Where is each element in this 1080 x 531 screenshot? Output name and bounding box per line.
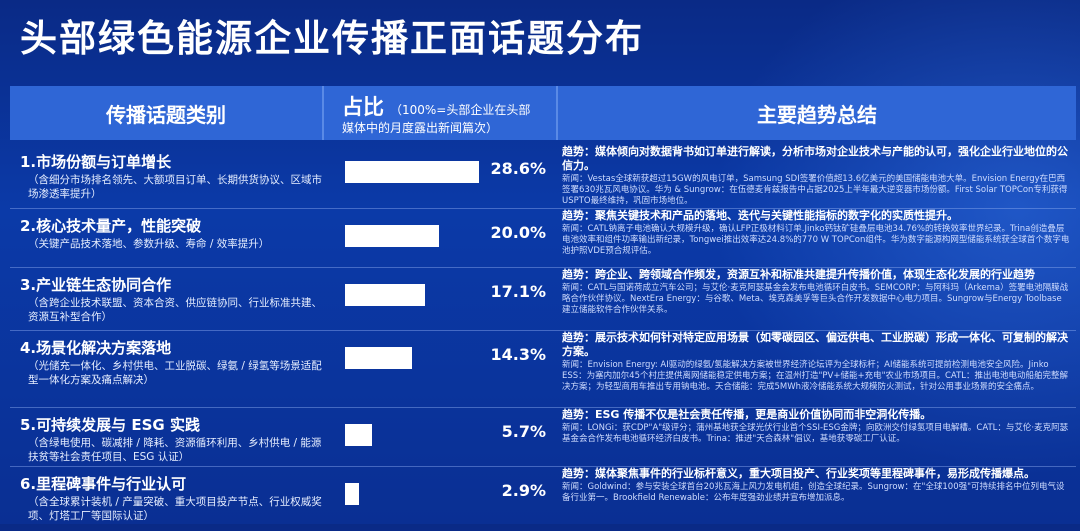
trend-lead: 趋势：展示技术如何针对特定应用场景（如零碳园区、偏远供电、工业脱碳）形成一体化、… bbox=[562, 331, 1068, 358]
row-divider bbox=[10, 466, 1076, 467]
share-bar bbox=[345, 483, 359, 505]
trend-lead: 趋势：跨企业、跨领域合作频发，资源互补和标准共建提升传播价值，体现生态化发展的行… bbox=[562, 268, 1035, 281]
trend-news: 新闻：CATL钠离子电池确认大规模升级，确认LFP正极材料订单.Jinko钙钛矿… bbox=[562, 224, 1070, 256]
page-title: 头部绿色能源企业传播正面话题分布 bbox=[20, 17, 644, 60]
topic-name: 5.可持续发展与 ESG 实践 bbox=[20, 416, 200, 434]
header-share: 占比 （100%=头部企业在头部 媒体中的月度露出新闻篇次） bbox=[324, 86, 556, 140]
topic-description: （光储充一体化、乡村供电、工业脱碳、绿氨 / 绿氢等场景适配型一体化方案及痛点解… bbox=[28, 360, 322, 386]
topic-description: （含全球累计装机 / 产量突破、重大项目投产节点、行业权威奖项、灯塔工厂等国际认… bbox=[28, 496, 322, 522]
trend-summary: 趋势：媒体聚焦事件的行业标杆意义，重大项目投产、行业奖项等里程碑事件，易形成传播… bbox=[562, 467, 1070, 504]
trend-summary: 趋势：媒体倾向对数据背书如订单进行解读，分析市场对企业技术与产能的认可，强化企业… bbox=[562, 145, 1070, 207]
topic-description: （含绿电使用、碳减排 / 降耗、资源循环利用、乡村供电 / 能源扶贫等社会责任项… bbox=[28, 437, 322, 463]
share-bar bbox=[345, 161, 479, 183]
row-divider bbox=[10, 407, 1076, 408]
topic-description: （含细分市场排名领先、大额项目订单、长期供货协议、区域市场渗透率提升） bbox=[28, 174, 322, 200]
topic-row: 2.核心技术量产，性能突破 （关键产品技术落地、参数升级、寿命 / 效率提升） 20… bbox=[10, 209, 1076, 273]
trend-news: 新闻：Envision Energy: AI驱动的绿氨/氢能解决方案被世界经济论… bbox=[562, 360, 1069, 392]
topic-description: （含跨企业技术联盟、资本合资、供应链协同、行业标准共建、资源互补型合作） bbox=[28, 297, 322, 323]
header-share-title: 占比 bbox=[342, 94, 384, 119]
trend-lead: 趋势：媒体倾向对数据背书如订单进行解读，分析市场对企业技术与产能的认可，强化企业… bbox=[562, 145, 1068, 172]
topic-row: 4.场景化解决方案落地 （光储充一体化、乡村供电、工业脱碳、绿氨 / 绿氢等场景适… bbox=[10, 331, 1076, 395]
share-bar bbox=[345, 347, 412, 369]
topic-row: 6.里程碑事件与行业认可 （含全球累计装机 / 产量突破、重大项目投产节点、行业权… bbox=[10, 467, 1076, 531]
topic-name: 2.核心技术量产，性能突破 bbox=[20, 217, 202, 235]
topic-row: 1.市场份额与订单增长 （含细分市场排名领先、大额项目订单、长期供货协议、区域市场… bbox=[10, 145, 1076, 209]
table-header: 传播话题类别 占比 （100%=头部企业在头部 媒体中的月度露出新闻篇次） 主要… bbox=[10, 86, 1076, 140]
share-bar bbox=[345, 284, 426, 306]
trend-summary: 趋势：展示技术如何针对特定应用场景（如零碳园区、偏远供电、工业脱碳）形成一体化、… bbox=[562, 331, 1070, 393]
trend-summary: 趋势：聚焦关键技术和产品的落地、迭代与关键性能指标的数字化的实质性提升。新闻：C… bbox=[562, 209, 1070, 257]
share-value: 14.3% bbox=[490, 345, 546, 364]
share-bar bbox=[345, 225, 439, 247]
header-category: 传播话题类别 bbox=[106, 102, 226, 127]
share-bar bbox=[345, 424, 372, 446]
row-divider bbox=[10, 330, 1076, 331]
share-value: 17.1% bbox=[490, 282, 546, 301]
header-share-note-a: （100%=头部企业在头部 bbox=[390, 102, 531, 117]
topic-name: 3.产业链生态协同合作 bbox=[20, 276, 172, 294]
trend-lead: 趋势：媒体聚焦事件的行业标杆意义，重大项目投产、行业奖项等里程碑事件，易形成传播… bbox=[562, 467, 1035, 480]
share-value: 2.9% bbox=[501, 481, 546, 500]
topic-description: （关键产品技术落地、参数升级、寿命 / 效率提升） bbox=[28, 238, 270, 250]
row-divider bbox=[10, 267, 1076, 268]
header-divider bbox=[322, 86, 324, 140]
trend-news: 新闻：Goldwind：参与安装全球首台20兆瓦海上风力发电机组，创造全球纪录。… bbox=[562, 482, 1065, 503]
topic-name: 6.里程碑事件与行业认可 bbox=[20, 475, 187, 493]
topic-row: 3.产业链生态协同合作 （含跨企业技术联盟、资本合资、供应链协同、行业标准共建、资… bbox=[10, 268, 1076, 332]
row-divider bbox=[10, 208, 1076, 209]
header-trend: 主要趋势总结 bbox=[757, 102, 877, 127]
topic-row: 5.可持续发展与 ESG 实践 （含绿电使用、碳减排 / 降耗、资源循环利用、乡村… bbox=[10, 408, 1076, 472]
share-value: 28.6% bbox=[490, 159, 546, 178]
trend-news: 新闻：CATL与国诺荷成立汽车公司；与艾伦·麦克阿瑟基金会发布电池循环白皮书。S… bbox=[562, 283, 1069, 315]
trend-summary: 趋势：ESG 传播不仅是社会责任传播，更是商业价值协同而非空洞化传播。新闻：LO… bbox=[562, 408, 1070, 445]
topic-name: 4.场景化解决方案落地 bbox=[20, 339, 172, 357]
trend-lead: 趋势：ESG 传播不仅是社会责任传播，更是商业价值协同而非空洞化传播。 bbox=[562, 408, 932, 421]
trend-news: 新闻：Vestas全球新获超过15GW的风电订单，Samsung SDI签署价值… bbox=[562, 174, 1068, 206]
share-value: 5.7% bbox=[501, 422, 546, 441]
trend-news: 新闻：LONGi：获CDP"A"级评分；蒲州基地获全球光伏行业首个SSI-ESG… bbox=[562, 423, 1069, 444]
header-divider bbox=[556, 86, 558, 140]
trend-summary: 趋势：跨企业、跨领域合作频发，资源互补和标准共建提升传播价值，体现生态化发展的行… bbox=[562, 268, 1070, 316]
trend-lead: 趋势：聚焦关键技术和产品的落地、迭代与关键性能指标的数字化的实质性提升。 bbox=[562, 209, 958, 222]
header-share-note-b: 媒体中的月度露出新闻篇次） bbox=[342, 120, 499, 135]
share-value: 20.0% bbox=[490, 223, 546, 242]
topic-name: 1.市场份额与订单增长 bbox=[20, 153, 172, 171]
